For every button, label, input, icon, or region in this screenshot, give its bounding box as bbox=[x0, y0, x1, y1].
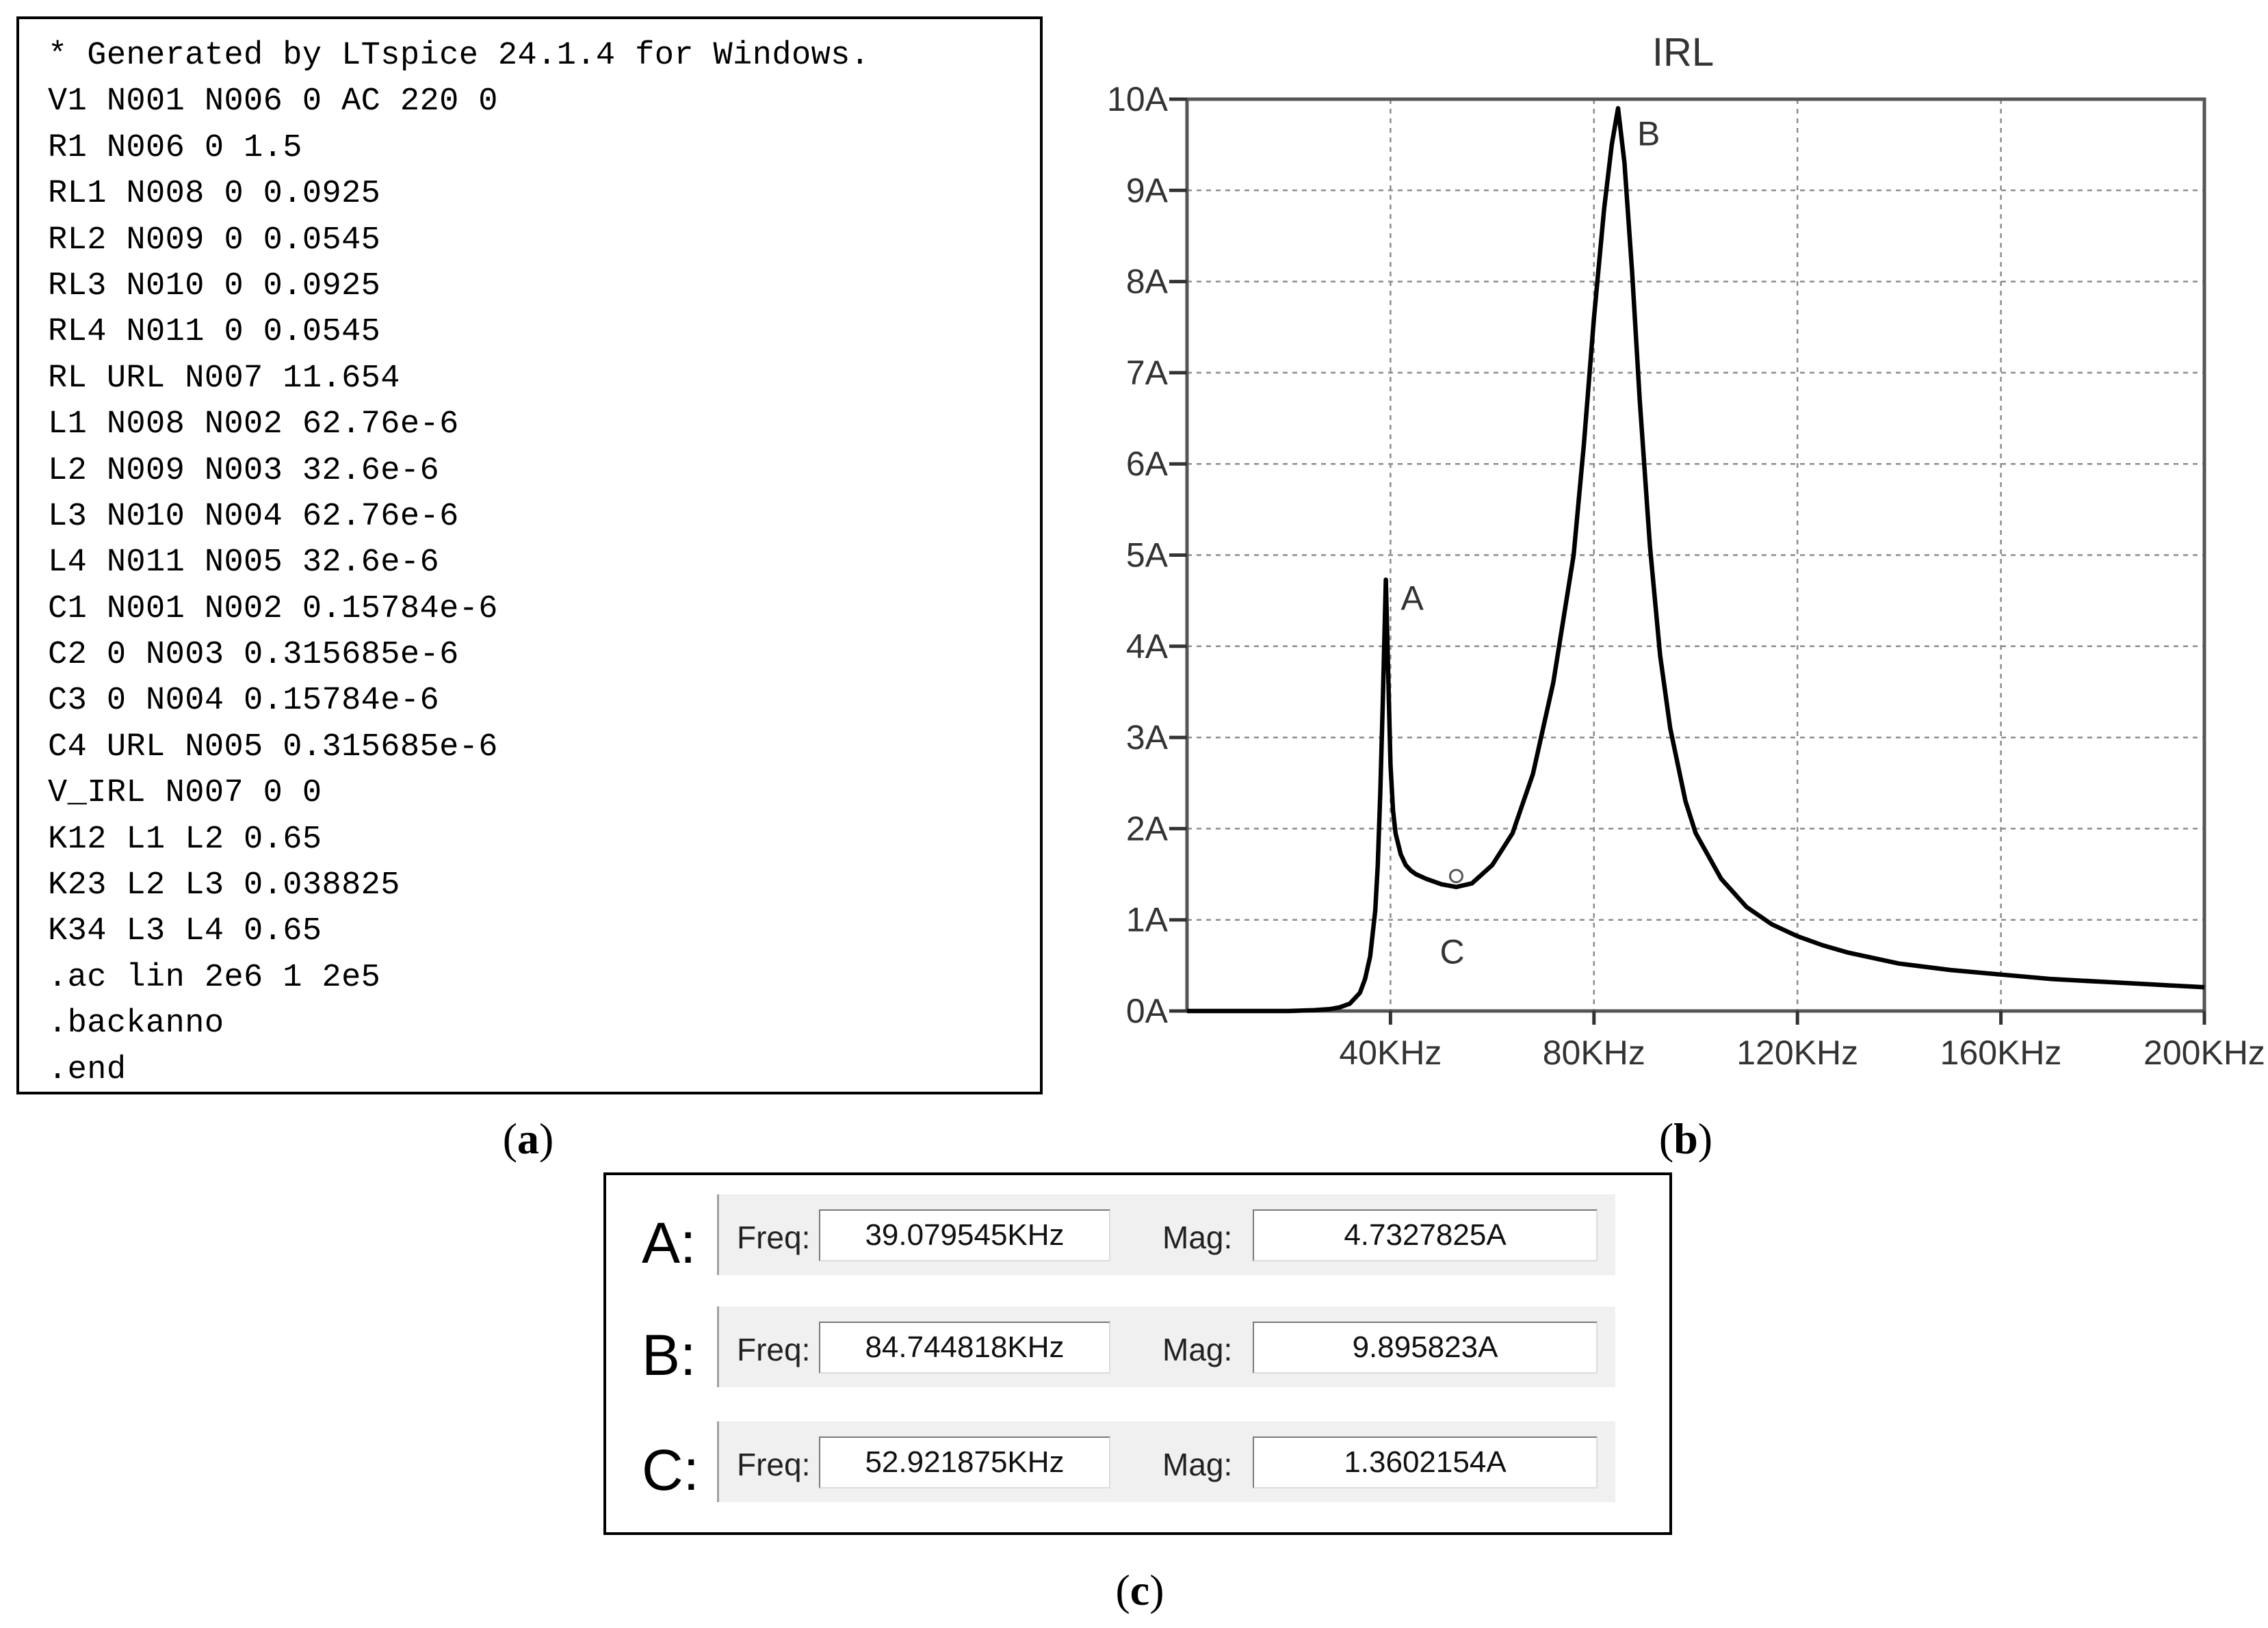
freq-field[interactable]: 39.079545KHz bbox=[819, 1209, 1110, 1261]
cursor-letter: C: bbox=[642, 1438, 699, 1502]
y-tick-label: 10A bbox=[1107, 80, 1169, 118]
mag-label: Mag: bbox=[1162, 1332, 1233, 1367]
freq-label: Freq: bbox=[737, 1220, 811, 1255]
cursor-readout-panel: A: Freq: 39.079545KHz Mag: 4.7327825A B: Freq:… bbox=[603, 1172, 1672, 1535]
x-tick-label: 120KHz bbox=[1736, 1034, 1858, 1072]
y-tick-label: 8A bbox=[1126, 263, 1169, 301]
cursor-letter: B: bbox=[642, 1323, 696, 1387]
caption-a: (a) bbox=[502, 1114, 554, 1163]
caption-b: (b) bbox=[1658, 1114, 1713, 1163]
x-tick-label: 80KHz bbox=[1543, 1034, 1645, 1072]
cursor-strip: Freq: 84.744818KHz Mag: 9.895823A bbox=[717, 1307, 1615, 1387]
netlist-line: R1 N006 0 1.5 bbox=[48, 129, 302, 166]
mag-field[interactable]: 9.895823A bbox=[1253, 1322, 1598, 1374]
mag-label: Mag: bbox=[1162, 1220, 1233, 1255]
cursor-label-a: A bbox=[1401, 579, 1424, 617]
y-tick-label: 2A bbox=[1126, 809, 1169, 848]
netlist-line: K34 L3 L4 0.65 bbox=[48, 913, 322, 950]
grid bbox=[1187, 99, 2204, 1011]
netlist-line: .ac lin 2e6 1 2e5 bbox=[48, 959, 381, 996]
netlist-line: L2 N009 N003 32.6e-6 bbox=[48, 452, 440, 489]
netlist-line: C3 0 N004 0.15784e-6 bbox=[48, 683, 440, 720]
x-tick-label: 160KHz bbox=[1940, 1034, 2062, 1072]
netlist-line: RL URL N007 11.654 bbox=[48, 360, 400, 397]
cursor-strip: Freq: 52.921875KHz Mag: 1.3602154A bbox=[717, 1421, 1615, 1502]
y-tick-label: 9A bbox=[1126, 171, 1169, 209]
netlist-line: V1 N001 N006 0 AC 220 0 bbox=[48, 83, 498, 120]
netlist-line: RL1 N008 0 0.0925 bbox=[48, 176, 381, 213]
y-tick-label: 5A bbox=[1126, 536, 1169, 575]
netlist-line: K23 L2 L3 0.038825 bbox=[48, 867, 400, 904]
tick-labels: 0A 1A 2A 3A 4A 5A 6A 7A 8A 9A 10A 40KHz 80KHz 120KHz 1… bbox=[1107, 80, 2265, 1072]
netlist-panel: * Generated by LTspice 24.1.4 for Window… bbox=[16, 16, 1043, 1094]
mag-label: Mag: bbox=[1162, 1447, 1233, 1482]
freq-field[interactable]: 52.921875KHz bbox=[819, 1436, 1110, 1488]
irl-chart: IRL 0A 1A 2A 3A 4A 5A 6A 7A 8A 9A 10A 40KHz 80KHz 120… bbox=[1107, 30, 2265, 1072]
irl-series-line bbox=[1187, 106, 2205, 1014]
netlist-line: .end bbox=[48, 1051, 127, 1088]
netlist-line: L3 N010 N004 62.76e-6 bbox=[48, 498, 459, 535]
cursor-row: C: Freq: 52.921875KHz Mag: 1.3602154A bbox=[606, 1412, 1669, 1508]
netlist-line: C4 URL N005 0.315685e-6 bbox=[48, 728, 498, 765]
cursor-letter: A: bbox=[642, 1211, 696, 1275]
netlist-line: * Generated by LTspice 24.1.4 for Window… bbox=[48, 38, 870, 74]
netlist-line: K12 L1 L2 0.65 bbox=[48, 821, 322, 858]
mag-field[interactable]: 1.3602154A bbox=[1253, 1436, 1598, 1488]
cursor-markers: A B C bbox=[1401, 114, 1660, 971]
netlist-line: L4 N011 N005 32.6e-6 bbox=[48, 544, 440, 581]
netlist-line: L1 N008 N002 62.76e-6 bbox=[48, 406, 459, 443]
y-tick-label: 7A bbox=[1126, 354, 1169, 392]
x-tick-label: 200KHz bbox=[2143, 1034, 2265, 1072]
y-tick-label: 1A bbox=[1126, 901, 1169, 939]
mag-field[interactable]: 4.7327825A bbox=[1253, 1209, 1598, 1261]
netlist-line: .backanno bbox=[48, 1006, 224, 1042]
cursor-row: A: Freq: 39.079545KHz Mag: 4.7327825A bbox=[606, 1185, 1669, 1281]
y-tick-label: 0A bbox=[1126, 992, 1169, 1030]
series-layer bbox=[1187, 106, 2205, 1014]
netlist-line: RL3 N010 0 0.0925 bbox=[48, 267, 381, 304]
cursor-marker-c bbox=[1448, 869, 1463, 884]
freq-label: Freq: bbox=[737, 1332, 811, 1367]
x-tick-label: 40KHz bbox=[1339, 1034, 1442, 1072]
cursor-label-b: B bbox=[1637, 114, 1660, 153]
cursor-label-c: C bbox=[1439, 933, 1464, 971]
chart-title: IRL bbox=[1652, 30, 1714, 75]
caption-c: (c) bbox=[1115, 1566, 1164, 1614]
netlist-line: C2 0 N003 0.315685e-6 bbox=[48, 637, 459, 674]
cursor-row: B: Freq: 84.744818KHz Mag: 9.895823A bbox=[606, 1297, 1669, 1393]
freq-label: Freq: bbox=[737, 1447, 811, 1482]
freq-field[interactable]: 84.744818KHz bbox=[819, 1322, 1110, 1374]
netlist-line: RL2 N009 0 0.0545 bbox=[48, 222, 381, 259]
y-tick-label: 3A bbox=[1126, 718, 1169, 757]
y-tick-label: 4A bbox=[1126, 627, 1169, 666]
netlist-line: C1 N001 N002 0.15784e-6 bbox=[48, 590, 498, 627]
netlist-line: RL4 N011 0 0.0545 bbox=[48, 314, 381, 351]
cursor-strip: Freq: 39.079545KHz Mag: 4.7327825A bbox=[717, 1194, 1615, 1275]
netlist-line: V_IRL N007 0 0 bbox=[48, 775, 322, 812]
y-tick-label: 6A bbox=[1126, 445, 1169, 483]
